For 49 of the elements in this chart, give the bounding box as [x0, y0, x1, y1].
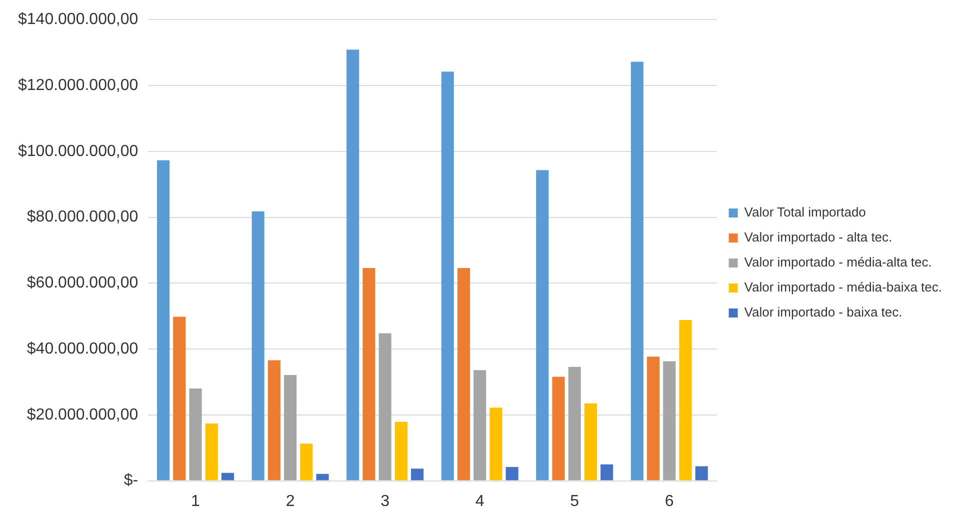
y-tick-label: $120.000.000,00 [18, 76, 138, 94]
bar [630, 62, 644, 480]
legend-label: Valor Total importado [744, 204, 866, 220]
bar [252, 211, 264, 480]
bar [646, 356, 660, 480]
y-tick-label: $80.000.000,00 [26, 208, 138, 226]
bar [394, 422, 408, 480]
y-tick-label: $40.000.000,00 [26, 340, 138, 358]
bar [584, 403, 597, 480]
x-tick-label: 3 [380, 492, 390, 510]
bar [410, 468, 424, 480]
bar [536, 170, 549, 480]
bar [173, 316, 186, 480]
bar [221, 472, 234, 480]
bar [695, 466, 708, 480]
bar [552, 376, 565, 480]
bar [300, 444, 313, 480]
legend-label: Valor importado - média-baixa tec. [744, 280, 942, 295]
x-tick-label: 4 [475, 492, 484, 510]
x-tick-label: 6 [664, 492, 674, 510]
bar [205, 423, 218, 480]
legend-label: Valor importado - alta tec. [744, 230, 892, 245]
legend-label: Valor importado - média-alta tec. [744, 254, 932, 270]
bar [268, 360, 280, 480]
bar [474, 370, 486, 480]
bar [600, 464, 614, 480]
y-tick-label: $- [124, 472, 138, 490]
y-tick-label: $140.000.000,00 [18, 11, 138, 28]
bar [362, 268, 376, 480]
bar [316, 474, 329, 480]
bar [679, 320, 692, 480]
bar [441, 72, 454, 480]
bar [346, 50, 360, 480]
bar [157, 160, 170, 480]
bar [490, 408, 502, 480]
bar [189, 388, 202, 480]
bar [378, 333, 392, 480]
bar [663, 361, 676, 480]
y-tick-label: $20.000.000,00 [26, 406, 138, 424]
bar [568, 366, 581, 480]
x-tick-label: 5 [570, 492, 580, 510]
x-tick-label: 1 [191, 492, 200, 510]
bar [284, 375, 297, 480]
y-tick-label: $60.000.000,00 [26, 274, 138, 292]
bar [457, 268, 470, 480]
y-tick-label: $100.000.000,00 [18, 142, 138, 160]
bar [506, 466, 518, 480]
x-tick-label: 2 [286, 492, 295, 510]
legend-label: Valor importado - baixa tec. [744, 304, 902, 320]
